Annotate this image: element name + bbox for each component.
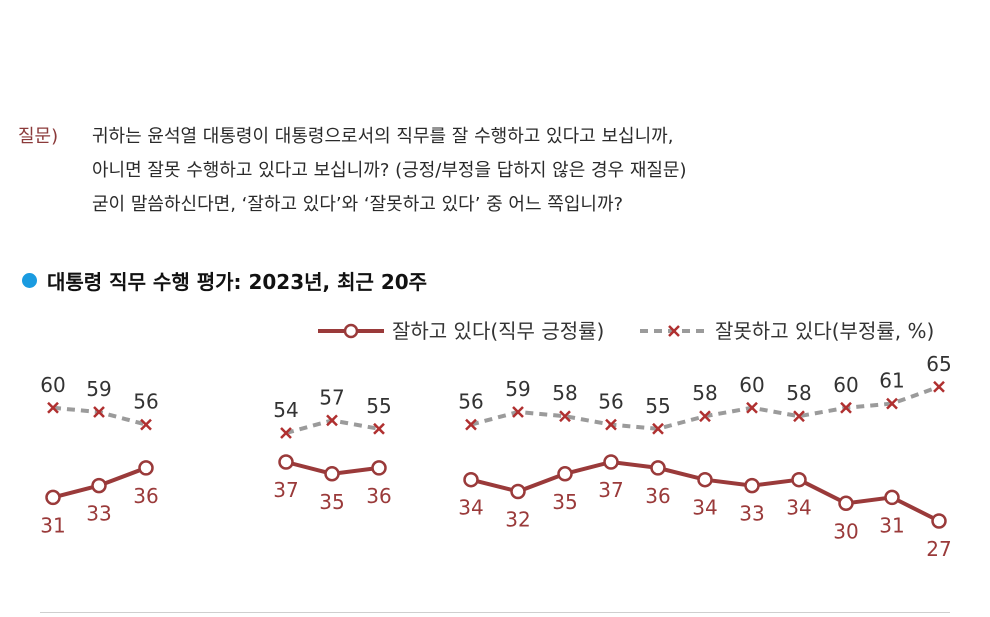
positive-point-marker — [557, 466, 573, 482]
bullet-icon — [22, 273, 37, 288]
negative-data-label: 55 — [645, 394, 670, 418]
positive-data-label: 31 — [879, 513, 904, 537]
question-line-3: 굳이 말씀하신다면, ‘잘하고 있다’와 ‘잘못하고 있다’ 중 어느 쪽입니까… — [92, 194, 624, 215]
negative-point-marker — [140, 418, 152, 431]
negative-point-marker — [93, 406, 105, 418]
negative-data-label: 56 — [458, 390, 483, 414]
positive-point-marker — [697, 471, 713, 488]
positive-point-marker — [278, 454, 294, 470]
section-title-text: 대통령 직무 수행 평가: 2023년, 최근 20주 — [47, 270, 428, 294]
positive-point-marker — [45, 489, 61, 506]
negative-point-marker — [933, 380, 945, 393]
negative-point-marker — [280, 427, 292, 439]
positive-data-label: 34 — [692, 496, 717, 520]
positive-point-marker — [91, 477, 107, 494]
positive-point-marker — [324, 466, 340, 482]
positive-data-label: 35 — [552, 490, 577, 514]
question-label: 질문) — [18, 126, 59, 147]
positive-data-label: 36 — [645, 484, 670, 508]
negative-data-label: 60 — [40, 373, 65, 397]
negative-point-marker — [559, 410, 571, 423]
positive-point-marker — [510, 483, 526, 500]
negative-data-label: 60 — [739, 373, 764, 397]
positive-point-marker — [744, 477, 760, 494]
positive-point-marker — [603, 454, 619, 470]
legend-negative-marker — [668, 325, 680, 337]
negative-point-marker — [373, 422, 385, 435]
negative-point-marker — [840, 401, 852, 414]
positive-data-label: 34 — [786, 496, 811, 520]
negative-point-marker — [746, 401, 758, 414]
negative-data-label: 59 — [505, 377, 530, 401]
negative-point-marker — [326, 414, 338, 427]
negative-data-label: 57 — [319, 385, 344, 409]
negative-data-label: 61 — [879, 369, 904, 393]
negative-data-label: 56 — [598, 390, 623, 414]
legend-negative-label: 잘못하고 있다(부정률, %) — [715, 319, 934, 343]
question-line-2: 아니면 잘못 수행하고 있다고 보십니까? (긍정/부정을 답하지 않은 경우 … — [92, 160, 687, 181]
negative-point-marker — [652, 422, 664, 435]
question-line-1: 귀하는 윤석열 대통령이 대통령으로서의 직무를 잘 수행하고 있다고 보십니까… — [92, 126, 674, 147]
bottom-divider — [40, 612, 950, 613]
positive-data-label: 37 — [273, 478, 298, 502]
positive-data-label: 30 — [833, 519, 858, 543]
positive-data-label: 33 — [86, 502, 111, 526]
negative-point-marker — [465, 418, 477, 431]
positive-point-marker — [371, 460, 387, 476]
negative-point-marker — [886, 397, 898, 410]
positive-data-label: 36 — [133, 484, 158, 508]
positive-data-label: 32 — [505, 508, 530, 532]
positive-data-label: 36 — [366, 484, 391, 508]
positive-data-label: 35 — [319, 490, 344, 514]
positive-data-label: 37 — [598, 478, 623, 502]
legend-positive-label: 잘하고 있다(직무 긍정률) — [392, 319, 604, 343]
negative-data-label: 56 — [133, 390, 158, 414]
positive-data-label: 34 — [458, 496, 483, 520]
negative-point-marker — [512, 406, 524, 418]
legend-positive-marker — [343, 323, 359, 339]
positive-data-label: 31 — [40, 513, 65, 537]
section-title: 대통령 직무 수행 평가: 2023년, 최근 20주 — [22, 266, 427, 295]
negative-data-label: 58 — [786, 381, 811, 405]
negative-data-label: 59 — [86, 377, 111, 401]
positive-data-label: 27 — [926, 537, 951, 561]
positive-point-marker — [884, 489, 900, 506]
positive-point-marker — [931, 513, 947, 529]
positive-point-marker — [791, 471, 807, 488]
positive-point-marker — [650, 460, 666, 476]
positive-point-marker — [838, 495, 854, 512]
negative-data-label: 55 — [366, 394, 391, 418]
negative-point-marker — [793, 410, 805, 423]
negative-data-label: 58 — [692, 381, 717, 405]
negative-data-label: 65 — [926, 352, 951, 376]
negative-data-label: 58 — [552, 381, 577, 405]
negative-point-marker — [47, 401, 59, 414]
positive-point-marker — [463, 471, 479, 488]
positive-data-label: 33 — [739, 502, 764, 526]
negative-point-marker — [699, 410, 711, 423]
negative-data-label: 54 — [273, 398, 298, 422]
negative-point-marker — [605, 418, 617, 431]
negative-data-label: 60 — [833, 373, 858, 397]
positive-point-marker — [138, 460, 154, 476]
